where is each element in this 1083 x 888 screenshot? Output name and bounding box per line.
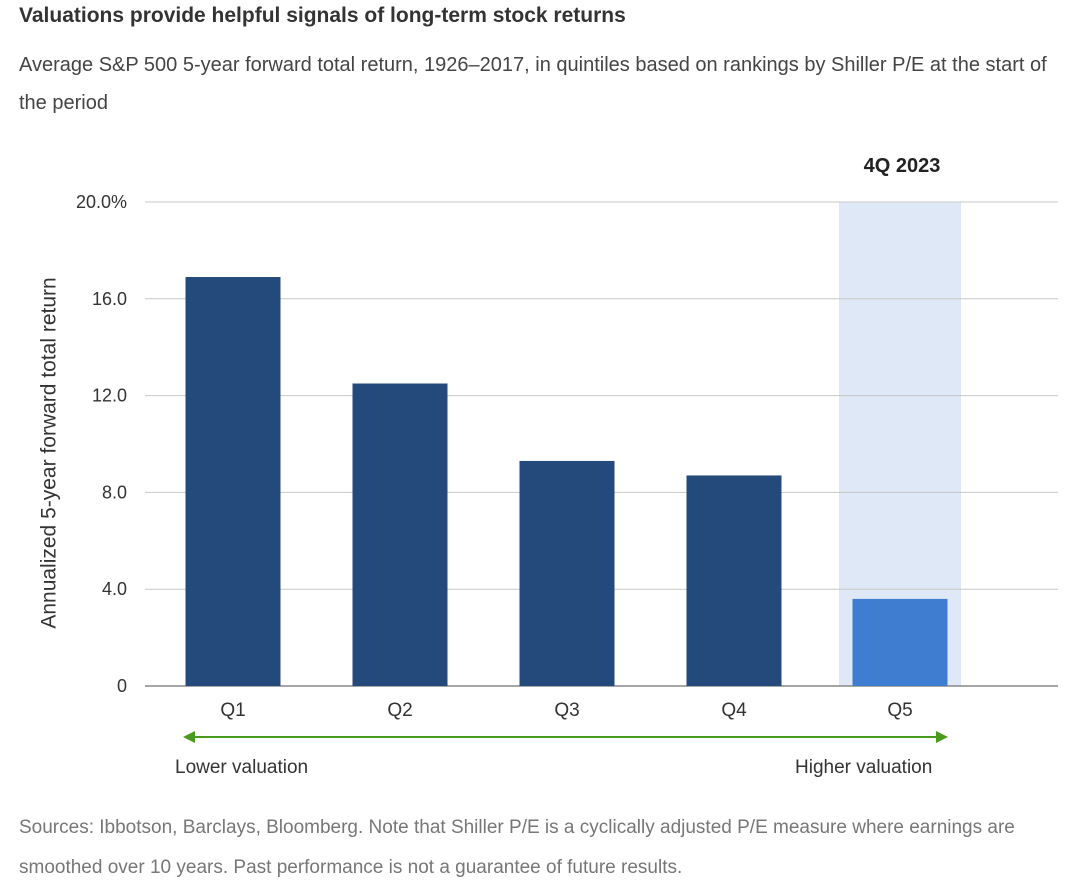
lower-valuation-label: Lower valuation	[175, 757, 309, 778]
highlight-label: 4Q 2023	[864, 155, 941, 177]
x-tick-label: Q2	[387, 700, 412, 721]
chart-title: Valuations provide helpful signals of lo…	[19, 4, 626, 27]
y-tick-label: 8.0	[102, 482, 127, 502]
bars	[185, 277, 948, 686]
chart-subtitle: Average S&P 500 5-year forward total ret…	[19, 54, 1047, 114]
bar-q5	[852, 598, 948, 686]
sources-note: Sources: Ibbotson, Barclays, Bloomberg. …	[19, 817, 1015, 878]
x-tick-label: Q5	[887, 700, 912, 721]
bar-q2	[352, 383, 448, 686]
x-tick-label: Q1	[220, 700, 245, 721]
arrow-head-left	[183, 731, 195, 743]
y-axis-label: Annualized 5-year forward total return	[38, 277, 61, 628]
bar-q1	[185, 277, 281, 686]
y-tick-label: 16.0	[92, 289, 127, 309]
bar-q3	[519, 460, 615, 686]
y-tick-label: 12.0	[92, 386, 127, 406]
arrow-head-right	[936, 731, 948, 743]
higher-valuation-label: Higher valuation	[795, 757, 933, 778]
y-tick-label: 4.0	[102, 579, 127, 599]
y-tick-label: 0	[117, 676, 127, 696]
x-tick-label: Q3	[554, 700, 579, 721]
bar-chart: 0 4.0 8.0 12.0 16.0 20.0% Q1 Q2 Q3 Q4 Q5 Annualiz…	[38, 155, 1058, 743]
bar-q4	[686, 475, 782, 686]
x-axis-categories: Q1 Q2 Q3 Q4 Q5	[220, 700, 912, 721]
y-axis-ticks: 0 4.0 8.0 12.0 16.0 20.0%	[76, 192, 127, 696]
y-tick-label: 20.0%	[76, 192, 127, 212]
valuation-arrow	[183, 731, 948, 743]
x-tick-label: Q4	[721, 700, 747, 721]
